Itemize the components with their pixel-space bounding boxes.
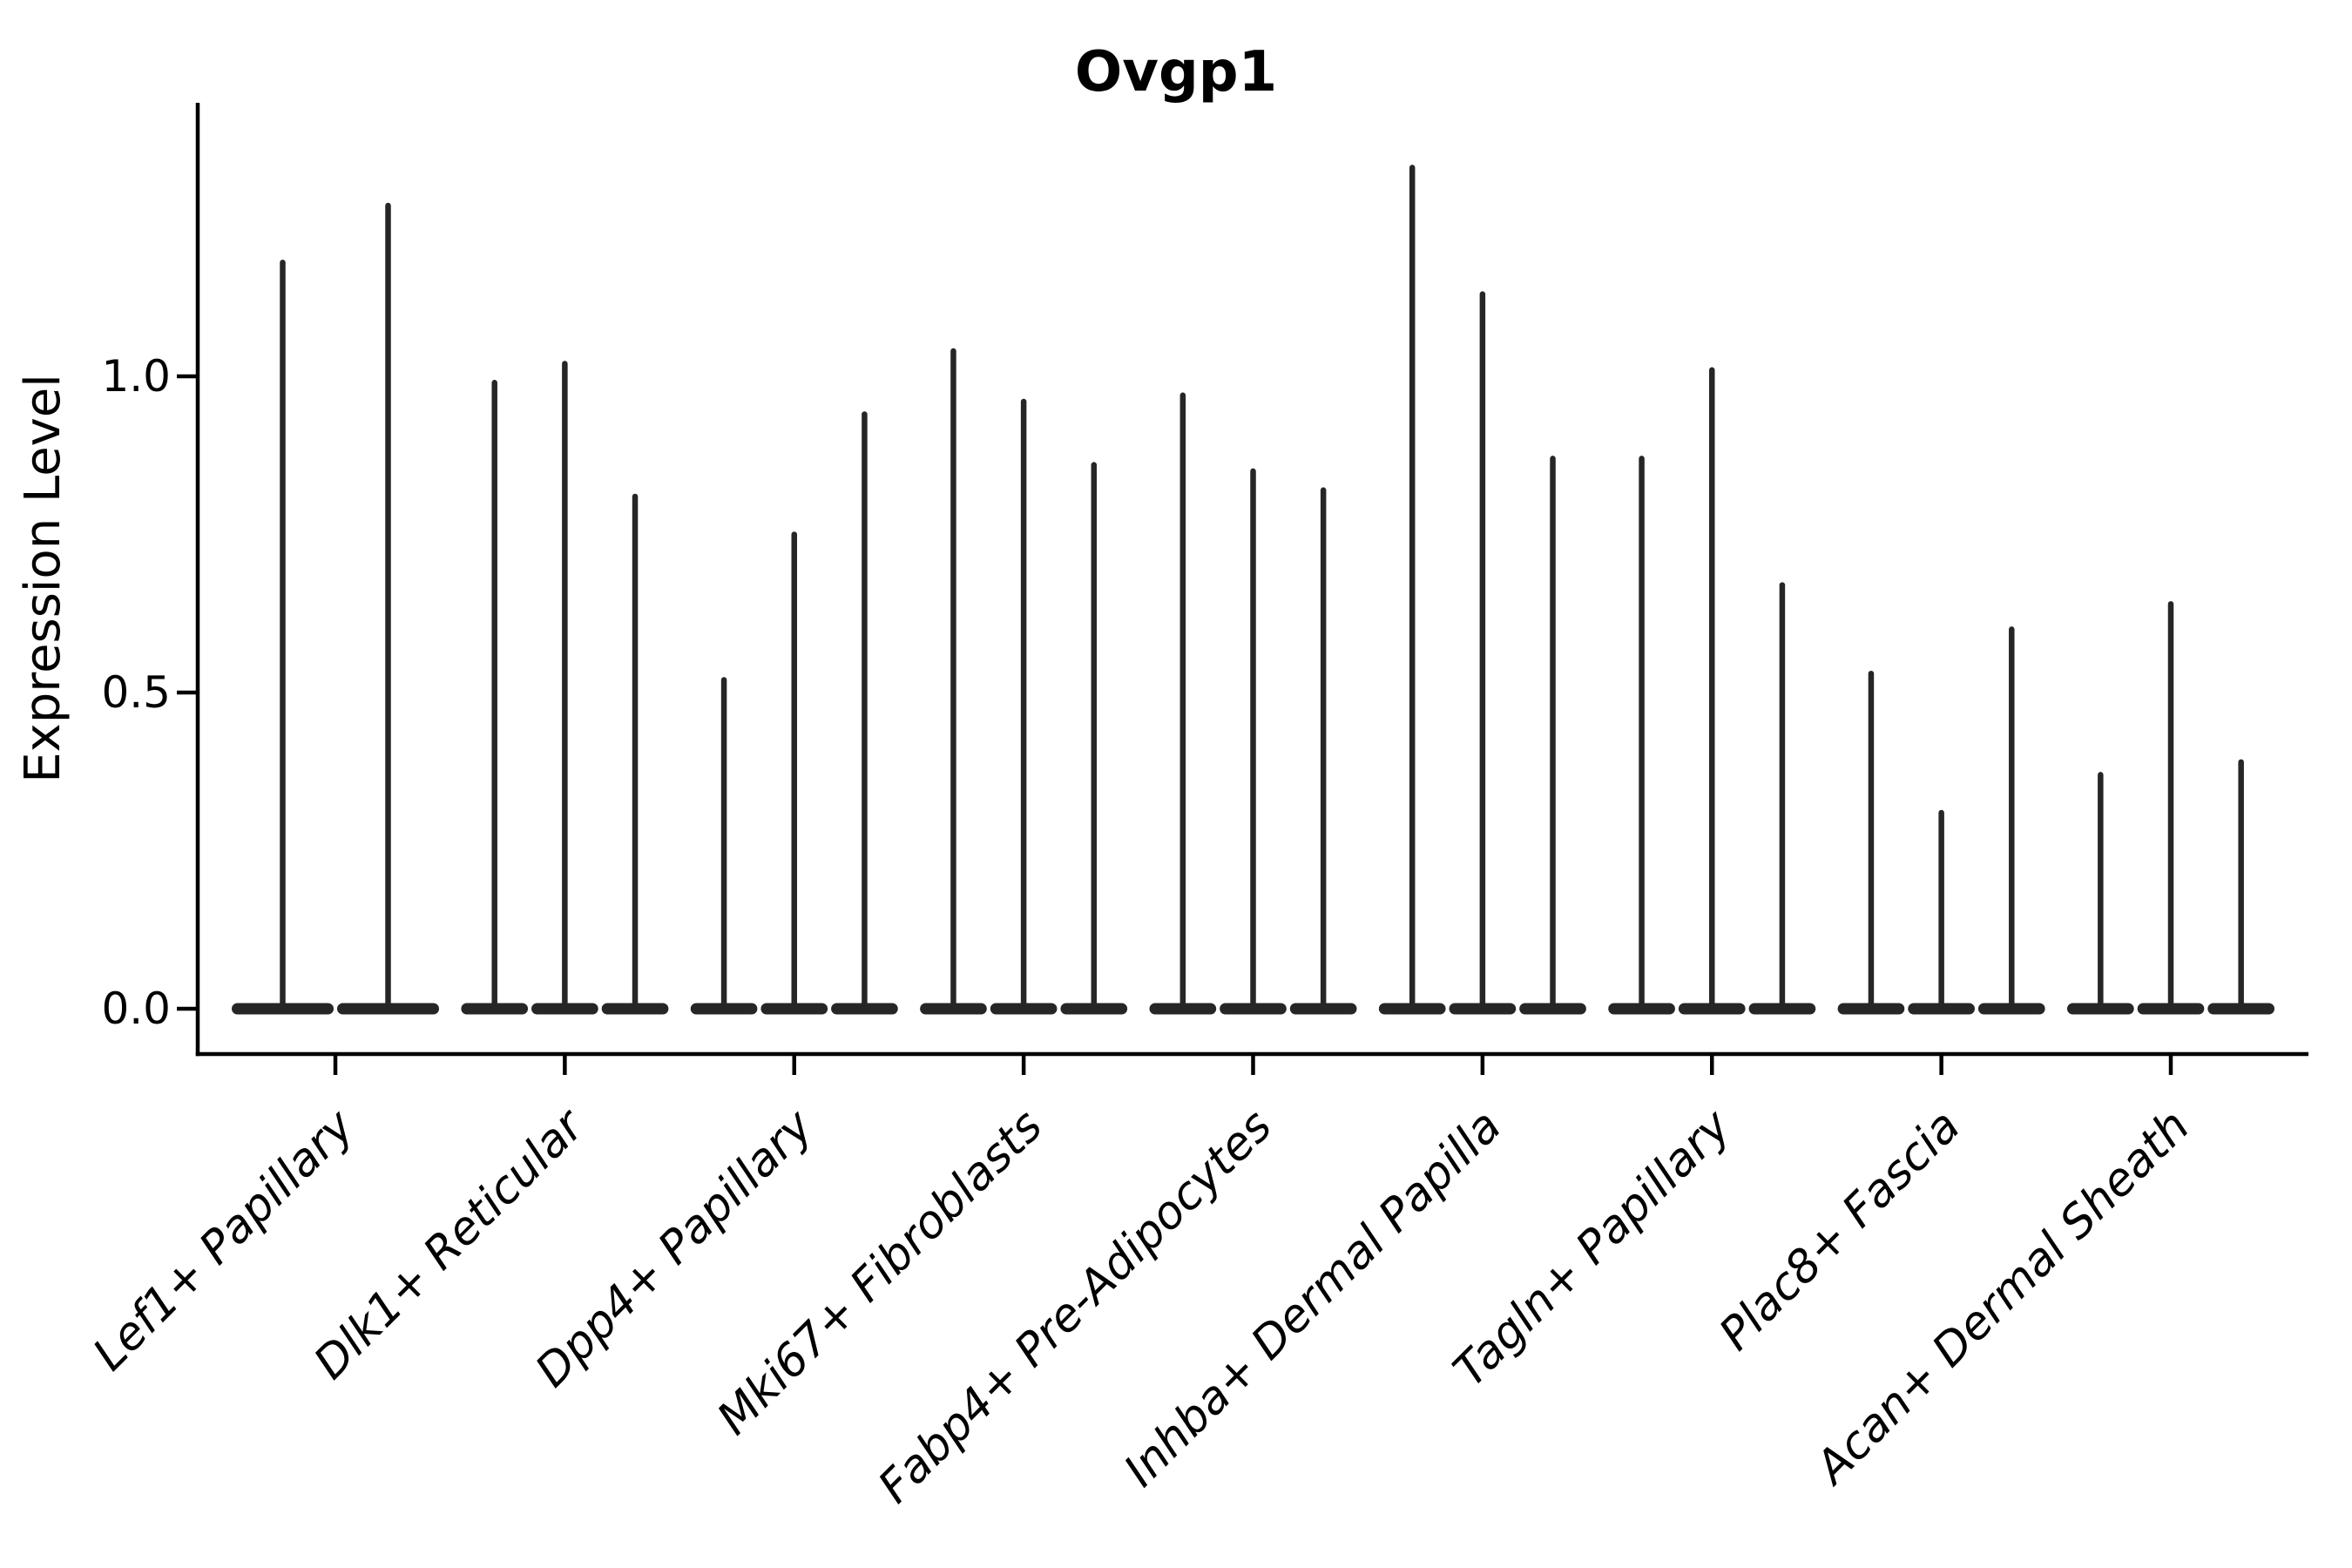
violin-base bbox=[1149, 1003, 1217, 1015]
violin-base bbox=[690, 1003, 758, 1015]
violin-base bbox=[232, 1003, 334, 1015]
violin-base bbox=[1837, 1003, 1905, 1015]
violin-base bbox=[1977, 1003, 2045, 1015]
chart-title: Ovgp1 bbox=[1075, 40, 1277, 105]
violin-base bbox=[760, 1003, 828, 1015]
x-tick-label: Acan+ Dermal Sheath bbox=[1804, 1100, 2200, 1496]
violin-base bbox=[1060, 1003, 1128, 1015]
x-tick-label: Plac8+ Fascia bbox=[1710, 1100, 1970, 1361]
violin-base bbox=[601, 1003, 669, 1015]
violin-base bbox=[920, 1003, 987, 1015]
y-tick-label: 0.5 bbox=[101, 667, 171, 718]
violin-base bbox=[1608, 1003, 1675, 1015]
y-tick-label: 0.0 bbox=[101, 983, 171, 1034]
violin-base bbox=[1678, 1003, 1746, 1015]
violin-base bbox=[461, 1003, 529, 1015]
violin-base bbox=[1289, 1003, 1357, 1015]
violin-base bbox=[2207, 1003, 2274, 1015]
y-tick-label: 1.0 bbox=[101, 351, 171, 402]
violin-base bbox=[2137, 1003, 2205, 1015]
x-tick-label: Fabp4+ Pre-Adipocytes bbox=[868, 1100, 1282, 1514]
violin-base bbox=[1908, 1003, 1975, 1015]
y-axis-label: Expression Level bbox=[15, 374, 71, 783]
violin-base bbox=[990, 1003, 1058, 1015]
violin-base bbox=[1220, 1003, 1287, 1015]
violin-base bbox=[2067, 1003, 2134, 1015]
violin-base bbox=[531, 1003, 598, 1015]
x-tick-label: Inhba+ Dermal Papilla bbox=[1114, 1100, 1511, 1497]
violin-base bbox=[1449, 1003, 1517, 1015]
violin-base bbox=[1519, 1003, 1586, 1015]
violin-base bbox=[831, 1003, 898, 1015]
violin-base bbox=[1378, 1003, 1446, 1015]
violin-base bbox=[1748, 1003, 1816, 1015]
violin-base bbox=[337, 1003, 439, 1015]
